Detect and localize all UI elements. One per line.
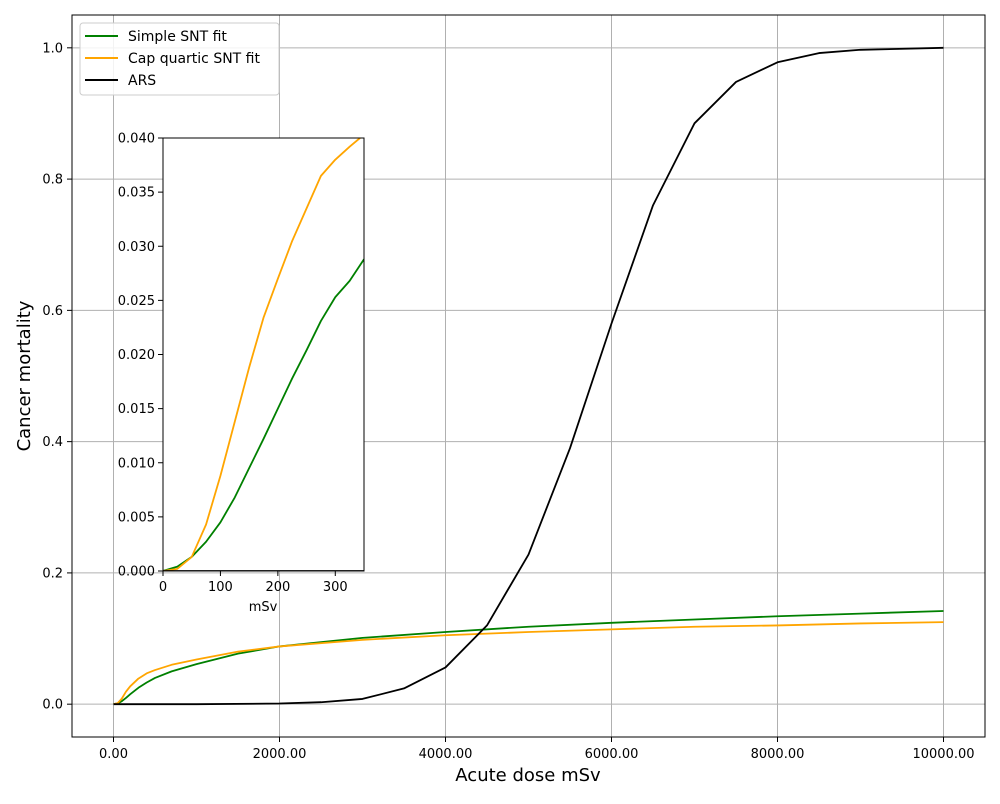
inset-x-tick-label: 200 [265, 580, 290, 595]
series-line-ars [113, 46, 944, 706]
y-tick-label: 0.4 [42, 435, 63, 450]
inset-series-group [163, 138, 364, 571]
inset-y-tick-label: 0.040 [118, 132, 155, 147]
y-axis-label: Cancer mortality [14, 300, 35, 451]
inset-y-ticks: 0.000 0.005 0.010 0.015 0.020 0.025 0.030 0.035… [118, 132, 163, 580]
inset-y-tick-label: 0.020 [118, 348, 155, 363]
inset-chart: 0 100 200 300 0.000 0.005 0.010 0.015 0.020 0.02… [118, 132, 365, 615]
inset-x-tick-label: 300 [323, 580, 348, 595]
x-tick-label: 6000.00 [585, 747, 639, 762]
x-axis-label: Acute dose mSv [455, 765, 601, 786]
inset-series-line-simple-snt [163, 258, 364, 571]
y-tick-label: 0.8 [42, 173, 63, 188]
inset-x-ticks: 0 100 200 300 [159, 571, 348, 595]
x-tick-label: 8000.00 [751, 747, 805, 762]
inset-y-tick-label: 0.025 [118, 294, 155, 309]
y-tick-label: 0.6 [42, 304, 63, 319]
x-tick-label: 10000.00 [912, 747, 974, 762]
y-tick-label: 1.0 [42, 41, 63, 56]
inset-y-tick-label: 0.000 [118, 565, 155, 580]
main-x-ticks: 0.00 2000.00 4000.00 6000.00 8000.00 10000.00 [99, 737, 975, 762]
inset-background [163, 138, 364, 571]
legend: Simple SNT fit Cap quartic SNT fit ARS [79, 22, 280, 96]
inset-x-axis-label: mSv [249, 600, 278, 615]
inset-x-tick-label: 100 [208, 580, 233, 595]
x-tick-label: 2000.00 [253, 747, 307, 762]
legend-label-cap-quartic-snt: Cap quartic SNT fit [128, 51, 260, 67]
y-tick-label: 0.2 [42, 566, 63, 581]
main-series-group [113, 46, 944, 706]
inset-y-tick-label: 0.035 [118, 186, 155, 201]
inset-y-tick-label: 0.005 [118, 510, 155, 525]
inset-y-tick-label: 0.015 [118, 402, 155, 417]
x-tick-label: 0.00 [99, 747, 128, 762]
y-tick-label: 0.0 [42, 698, 63, 713]
series-line-simple-snt-fit [113, 610, 944, 706]
x-tick-label: 4000.00 [419, 747, 473, 762]
legend-label-simple-snt: Simple SNT fit [128, 29, 227, 45]
inset-x-tick-label: 0 [159, 580, 167, 595]
inset-y-tick-label: 0.010 [118, 456, 155, 471]
inset-y-tick-label: 0.030 [118, 240, 155, 255]
inset-series-line-cap-quartic-snt [163, 138, 361, 571]
main-y-ticks: 0.0 0.2 0.4 0.6 0.8 1.0 [42, 41, 72, 713]
series-line-cap-quartic-snt-fit [113, 621, 944, 706]
main-plot-frame [71, 14, 986, 738]
legend-label-ars: ARS [128, 73, 156, 89]
legend-box [79, 22, 280, 96]
